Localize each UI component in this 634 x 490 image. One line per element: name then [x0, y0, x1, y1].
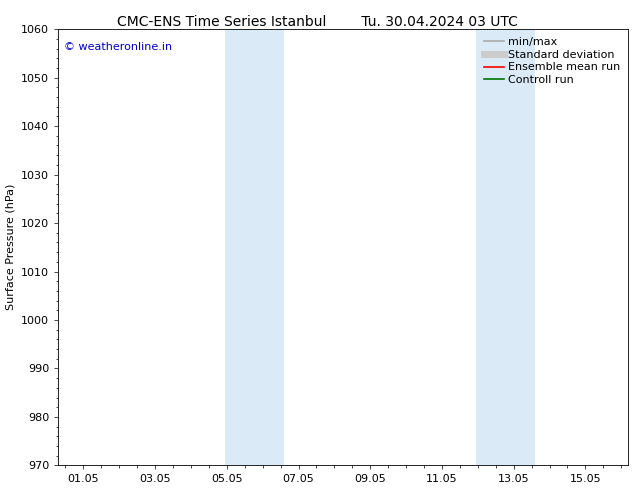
- Text: CMC-ENS Time Series Istanbul        Tu. 30.04.2024 03 UTC: CMC-ENS Time Series Istanbul Tu. 30.04.2…: [117, 15, 517, 29]
- Text: © weatheronline.in: © weatheronline.in: [64, 42, 172, 52]
- Y-axis label: Surface Pressure (hPa): Surface Pressure (hPa): [6, 184, 16, 311]
- Legend: min/max, Standard deviation, Ensemble mean run, Controll run: min/max, Standard deviation, Ensemble me…: [482, 35, 623, 88]
- Bar: [225, 29, 284, 465]
- Bar: [476, 29, 535, 465]
